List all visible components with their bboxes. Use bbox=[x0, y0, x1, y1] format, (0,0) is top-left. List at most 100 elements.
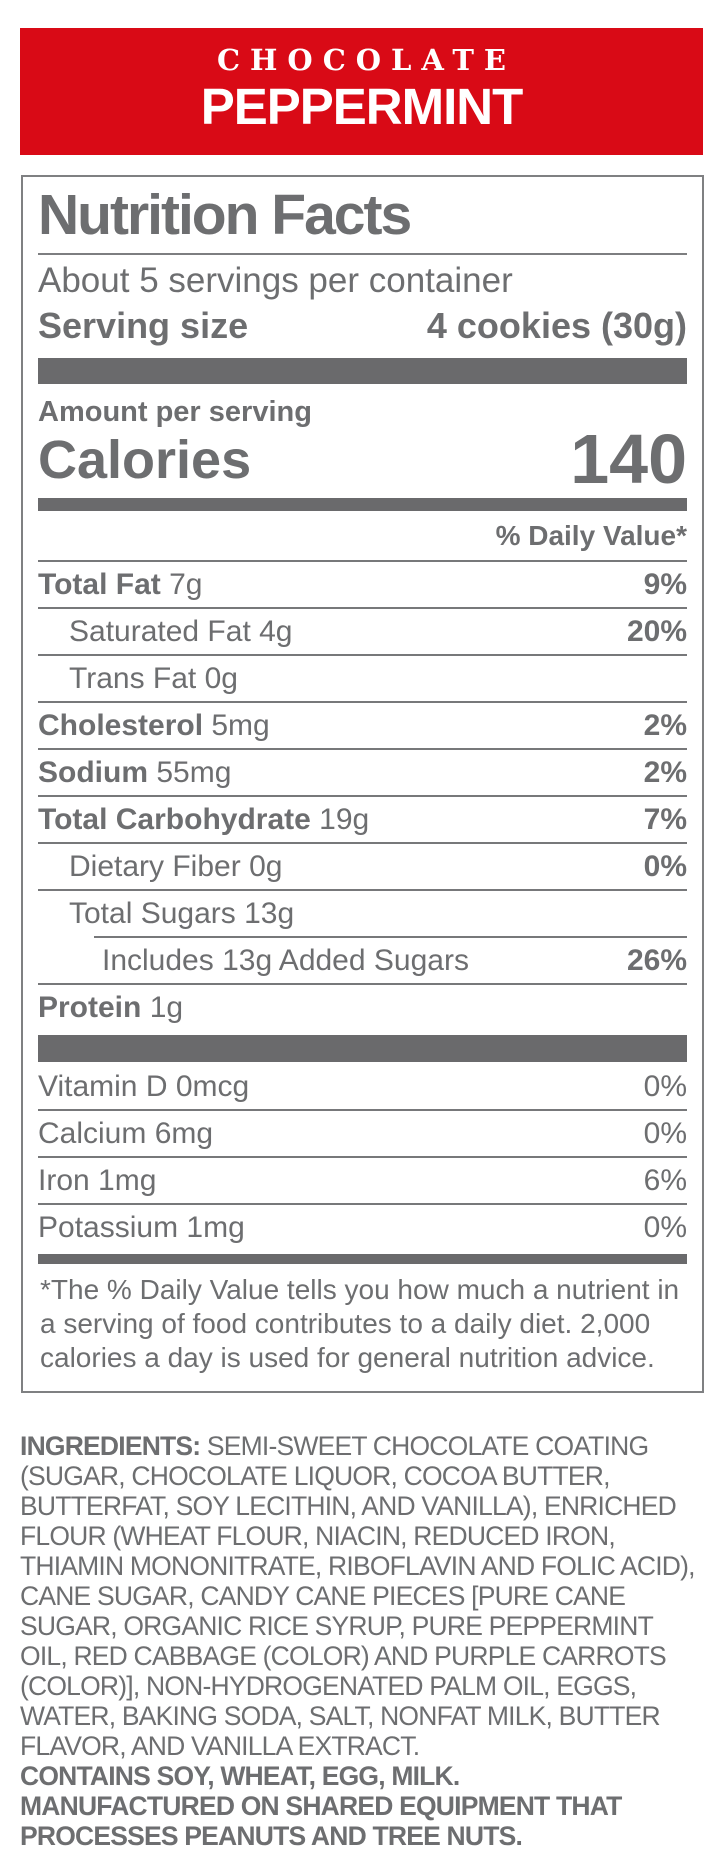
nutrient-dv: 6% bbox=[643, 1164, 687, 1197]
calories-label: Calories bbox=[38, 430, 252, 490]
nutrient-dv: 0% bbox=[643, 850, 687, 883]
serving-size-value: 4 cookies (30g) bbox=[426, 305, 687, 346]
divider bbox=[38, 607, 687, 609]
nutrient-dv: 26% bbox=[626, 944, 687, 977]
nutrient-row-saturated-fat: Saturated Fat 4g 20% bbox=[38, 609, 687, 654]
nutrient-name-amount: Cholesterol 5mg bbox=[38, 709, 270, 742]
nutrient-name: Sodium bbox=[38, 756, 148, 789]
nutrient-amount: 0g bbox=[249, 850, 283, 883]
nutrient-name: Total Carbohydrate bbox=[38, 803, 311, 836]
nutrient-row-total-sugars: Total Sugars 13g bbox=[38, 891, 687, 936]
divider bbox=[38, 983, 687, 985]
amount-per-serving-label: Amount per serving bbox=[38, 396, 312, 428]
divider bbox=[38, 842, 687, 844]
flavor-banner: CHOCOLATE PEPPERMINT bbox=[20, 28, 703, 155]
nutrient-amount: 5mg bbox=[211, 709, 270, 742]
ingredients-text: SEMI-SWEET CHOCOLATE COATING (SUGAR, CHO… bbox=[20, 1431, 696, 1761]
nutrient-row-added-sugars: Includes 13g Added Sugars 26% bbox=[38, 938, 687, 983]
divider-under-title bbox=[38, 253, 687, 255]
shared-equipment-statement: MANUFACTURED ON SHARED EQUIPMENT THAT PR… bbox=[20, 1791, 622, 1851]
nutrient-row-trans-fat: Trans Fat 0g bbox=[38, 656, 687, 701]
nutrient-name-amount: Total Carbohydrate 19g bbox=[38, 803, 369, 836]
vitamin-row-calcium: Calcium 6mg 0% bbox=[38, 1111, 687, 1156]
nutrient-name-amount: Potassium 1mg bbox=[38, 1211, 245, 1244]
nutrient-row-protein: Protein 1g bbox=[38, 985, 687, 1030]
vitamin-row-potassium: Potassium 1mg 0% bbox=[38, 1205, 687, 1250]
nutrient-name: Potassium bbox=[38, 1211, 179, 1244]
nutrient-dv: 9% bbox=[643, 568, 687, 601]
nutrient-dv: 0% bbox=[643, 1117, 687, 1150]
nutrient-name: Includes 13g Added Sugars bbox=[102, 944, 469, 977]
ingredients-section: INGREDIENTS: SEMI-SWEET CHOCOLATE COATIN… bbox=[20, 1431, 702, 1851]
nutrient-dv: 2% bbox=[643, 756, 687, 789]
flavor-line-chocolate: CHOCOLATE bbox=[216, 43, 517, 77]
nutrient-name: Cholesterol bbox=[38, 709, 204, 742]
ingredients-label: INGREDIENTS: bbox=[20, 1431, 201, 1461]
nutrient-row-dietary-fiber: Dietary Fiber 0g 0% bbox=[38, 844, 687, 889]
nutrient-amount: 0g bbox=[204, 662, 238, 695]
nutrient-name-amount: Sodium 55mg bbox=[38, 756, 231, 789]
calories-row: Calories 140 bbox=[38, 420, 687, 498]
nutrient-name: Calcium bbox=[38, 1117, 147, 1150]
vitamin-row-iron: Iron 1mg 6% bbox=[38, 1158, 687, 1203]
serving-size-label: Serving size bbox=[38, 305, 249, 346]
nutrient-row-sodium: Sodium 55mg 2% bbox=[38, 750, 687, 795]
nutrient-row-cholesterol: Cholesterol 5mg 2% bbox=[38, 703, 687, 748]
section-bar-medium bbox=[38, 498, 687, 511]
calories-value: 140 bbox=[570, 420, 687, 498]
nutrient-dv: 20% bbox=[626, 615, 687, 648]
nutrient-name-amount: Protein 1g bbox=[38, 991, 183, 1024]
nutrient-name: Total Sugars bbox=[69, 897, 236, 930]
divider bbox=[38, 560, 687, 562]
nutrient-name-amount: Dietary Fiber 0g bbox=[69, 850, 282, 883]
divider bbox=[38, 1156, 687, 1158]
section-bar-thick-bottom bbox=[38, 1035, 687, 1062]
nutrient-amount: 1mg bbox=[98, 1164, 157, 1197]
nutrient-amount: 1g bbox=[149, 991, 184, 1024]
nutrient-name-amount: Vitamin D 0mcg bbox=[38, 1070, 249, 1103]
divider bbox=[38, 654, 687, 656]
nutrient-amount: 6mg bbox=[154, 1117, 214, 1150]
contains-statement: CONTAINS SOY, WHEAT, EGG, MILK. bbox=[20, 1761, 460, 1791]
nutrition-facts-title: Nutrition Facts bbox=[38, 183, 412, 247]
section-bar-thick-top bbox=[38, 358, 687, 384]
nutrient-name: Total Fat bbox=[38, 568, 161, 601]
nutrient-name-amount: Trans Fat 0g bbox=[69, 662, 238, 695]
nutrient-name-amount: Calcium 6mg bbox=[38, 1117, 213, 1150]
nutrient-name-amount: Total Fat 7g bbox=[38, 568, 203, 601]
nutrient-amount: 55mg bbox=[156, 756, 232, 789]
nutrient-name: Dietary Fiber bbox=[69, 850, 241, 883]
nutrient-name-amount: Includes 13g Added Sugars bbox=[102, 944, 469, 977]
nutrient-name: Iron bbox=[38, 1164, 90, 1197]
divider bbox=[38, 748, 687, 750]
daily-value-header: % Daily Value* bbox=[495, 520, 687, 551]
nutrient-amount: 13g bbox=[244, 897, 295, 930]
divider bbox=[38, 795, 687, 797]
nutrient-row-total-carbohydrate: Total Carbohydrate 19g 7% bbox=[38, 797, 687, 842]
nutrient-name: Vitamin D bbox=[38, 1070, 168, 1103]
divider bbox=[38, 701, 687, 703]
divider bbox=[38, 1203, 687, 1205]
nutrient-row-total-fat: Total Fat 7g 9% bbox=[38, 562, 687, 607]
nutrient-name: Trans Fat bbox=[69, 662, 197, 695]
nutrient-name: Protein bbox=[38, 991, 142, 1024]
divider bbox=[38, 1109, 687, 1111]
nutrient-name: Saturated Fat bbox=[69, 615, 251, 648]
nutrition-label-box: Nutrition Facts About 5 servings per con… bbox=[21, 175, 704, 1393]
divider-indented bbox=[94, 936, 687, 938]
nutrient-amount: 19g bbox=[319, 803, 370, 836]
nutrient-dv: 2% bbox=[643, 709, 687, 742]
serving-size-row: Serving size 4 cookies (30g) bbox=[38, 303, 687, 349]
nutrient-name-amount: Total Sugars 13g bbox=[69, 897, 294, 930]
nutrient-amount: 0mcg bbox=[175, 1070, 250, 1103]
nutrient-amount: 7g bbox=[169, 568, 203, 601]
flavor-line-peppermint: PEPPERMINT bbox=[200, 78, 524, 135]
nutrient-dv: 0% bbox=[643, 1070, 687, 1103]
nutrient-name-amount: Saturated Fat 4g bbox=[69, 615, 293, 648]
vitamin-row-vitamin-d: Vitamin D 0mcg 0% bbox=[38, 1064, 687, 1109]
divider bbox=[38, 889, 687, 891]
nutrient-name-amount: Iron 1mg bbox=[38, 1164, 156, 1197]
nutrient-dv: 0% bbox=[643, 1211, 687, 1244]
servings-per-container: About 5 servings per container bbox=[38, 261, 513, 300]
ingredients-paragraph: INGREDIENTS: SEMI-SWEET CHOCOLATE COATIN… bbox=[20, 1431, 702, 1761]
